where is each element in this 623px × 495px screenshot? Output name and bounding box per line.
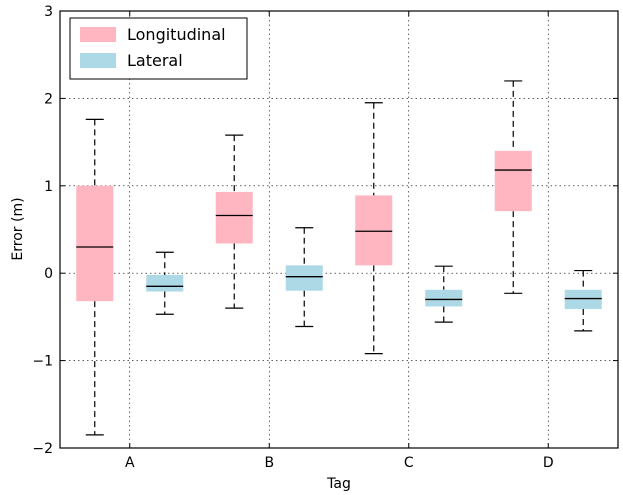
iqr-box [564,289,602,310]
plot-frame [59,10,619,449]
box-lateral-d [564,269,602,332]
x-axis-label: Tag [326,476,351,492]
iqr-box [355,195,393,266]
y-tick-label: 2 [44,91,53,107]
box-longitudinal-c [355,102,393,355]
iqr-box [215,191,253,244]
y-tick-label: −1 [32,354,53,370]
y-tick-label: 0 [44,266,53,282]
legend: Longitudinal Lateral [69,17,248,80]
legend-swatch-longitudinal [80,27,116,42]
y-tick-label: 3 [44,4,53,20]
box-lateral-b [285,227,323,328]
y-axis-label: Error (m) [10,197,26,260]
box-lateral-c [425,265,463,323]
iqr-box [285,265,323,291]
x-tick-label: C [404,455,414,471]
y-tick-label: 1 [44,179,53,195]
x-tick-label: A [125,455,135,471]
box-longitudinal-d [494,80,532,294]
box-longitudinal-a [76,118,114,436]
x-tick-label: D [543,455,554,471]
legend-label-lateral: Lateral [127,51,183,70]
iqr-box [76,185,114,302]
iqr-box [146,274,184,292]
legend-label-longitudinal: Longitudinal [127,25,226,44]
box-longitudinal-b [215,134,253,309]
x-tick-label: B [264,455,274,471]
boxes [76,80,602,436]
iqr-box [494,150,532,212]
y-tick-label: −2 [32,441,53,457]
legend-swatch-lateral [80,53,116,68]
axis-ticks: −2 −1 0 1 2 3 A B C D [32,4,618,471]
iqr-box [425,289,463,307]
box-lateral-a [146,251,184,315]
